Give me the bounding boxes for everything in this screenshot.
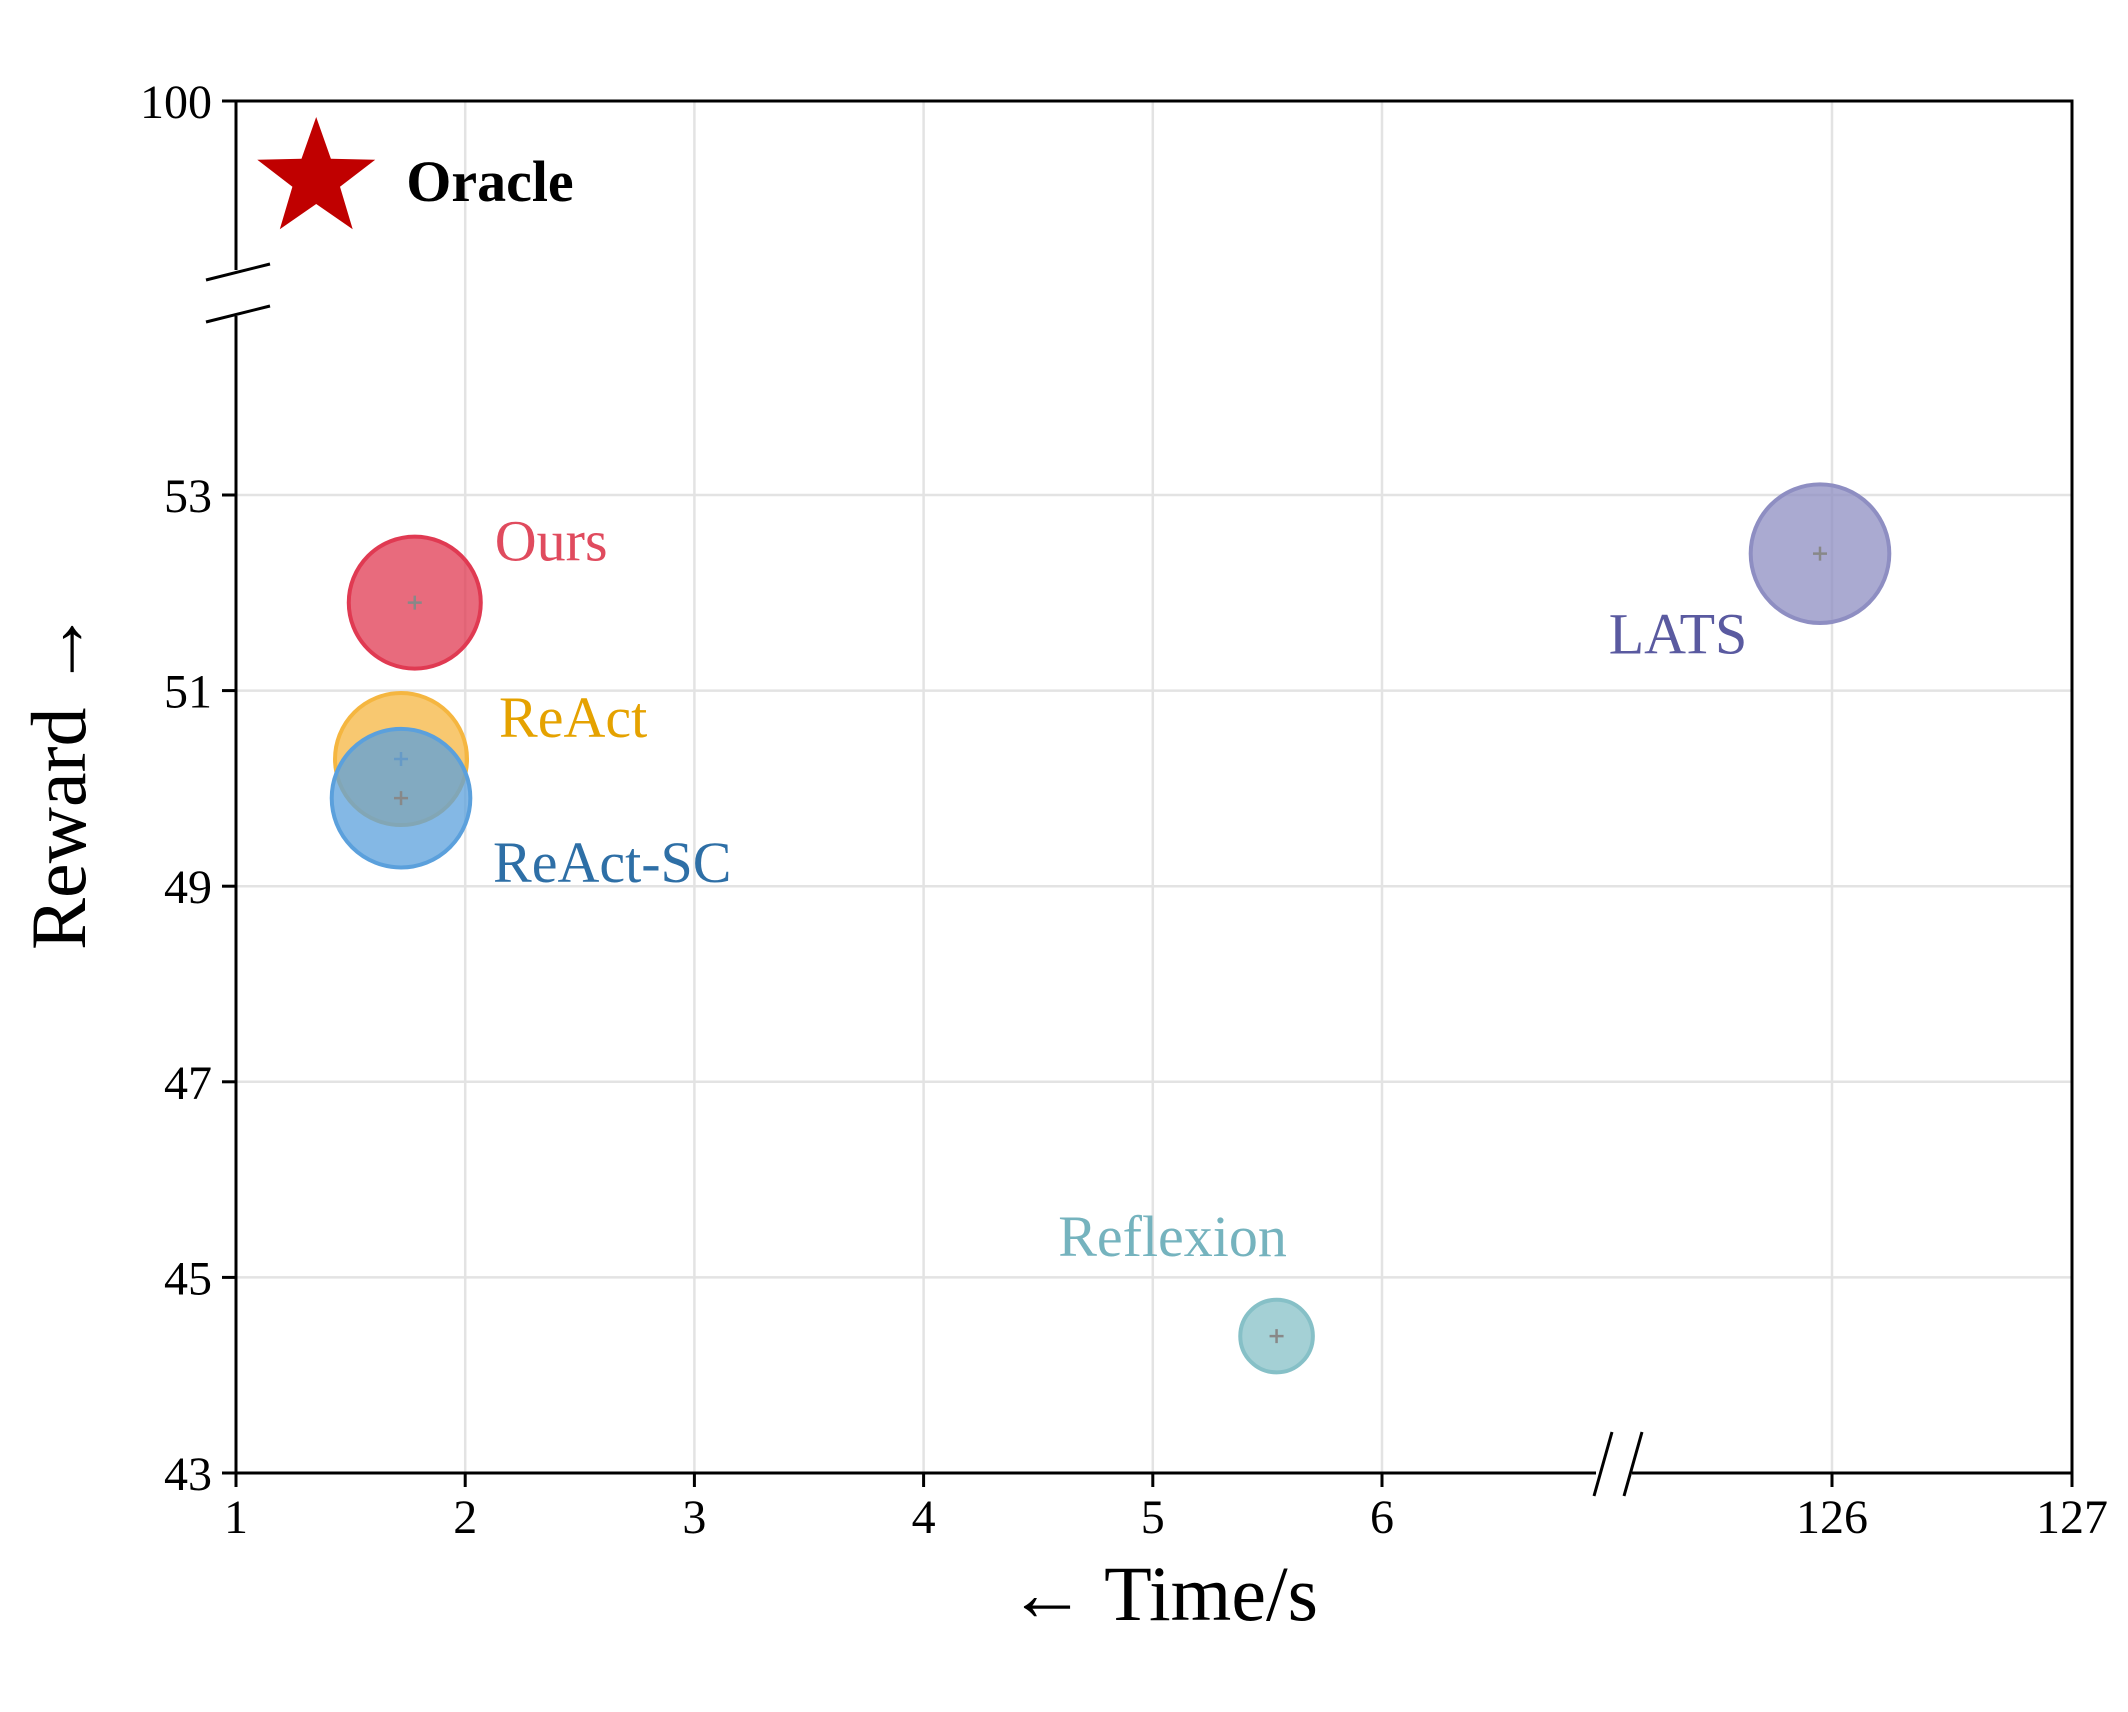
y-axis-label: Reward → [15,610,102,950]
react-sc-label: ReAct-SC [493,830,731,895]
x-break-mark [1622,1431,1644,1497]
x-tick-label: 126 [1796,1491,1868,1544]
grid [236,101,2072,1473]
lats-center-mark [1813,546,1827,561]
y-tick-label: 100 [140,76,212,129]
y-break-gap [230,270,242,316]
ours-center-mark [407,595,422,610]
x-tick-label: 4 [912,1491,936,1544]
x-axis-label: ← Time/s [1008,1550,1318,1637]
y-tick-label: 45 [164,1252,212,1305]
x-break-mark [1592,1431,1614,1497]
y-tick-label: 53 [164,470,212,523]
marks [257,117,1892,1375]
react-label: ReAct [499,685,647,750]
y-break-mark [205,304,271,324]
y-tick-label: 49 [164,861,212,914]
react-sc-center-mark [394,791,409,806]
x-tick-label: 127 [2036,1491,2108,1544]
oracle-star-marker [257,117,376,230]
x-break-gap [1596,1467,1632,1479]
x-tick-label: 5 [1141,1491,1165,1544]
y-tick-label: 43 [164,1448,212,1501]
reflexion-center-mark [1269,1329,1284,1344]
reflexion-label: Reflexion [1058,1204,1287,1269]
x-tick-label: 3 [682,1491,706,1544]
y-tick-label: 51 [164,666,212,719]
oracle-label: Oracle [406,149,573,214]
x-tick-label: 2 [453,1491,477,1544]
ours-label: Ours [495,509,608,574]
y-break-mark [205,262,271,282]
lats-label: LATS [1609,602,1748,667]
x-tick-label: 6 [1370,1491,1394,1544]
labels: Oracle Ours ReAct ReAct-SC Reflexion LATS [406,149,1747,1269]
y-tick-label: 47 [164,1057,212,1110]
x-tick-label: 1 [224,1491,248,1544]
